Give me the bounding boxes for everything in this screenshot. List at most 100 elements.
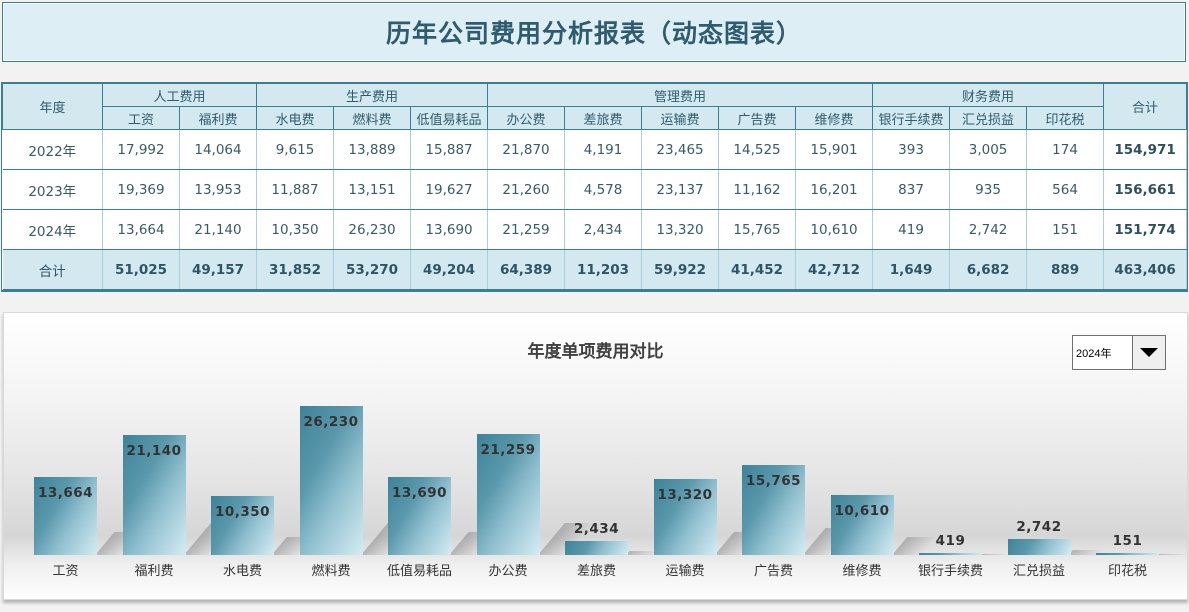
bar-value-label: 151 bbox=[1112, 533, 1143, 549]
category-label: 福利费 bbox=[134, 564, 174, 579]
column-header: 印花税 bbox=[1026, 106, 1105, 130]
value-cell: 1,649 bbox=[872, 249, 951, 290]
year-select-dropdown[interactable]: 2024年 bbox=[1072, 335, 1166, 370]
chevron-down-icon bbox=[1140, 348, 1158, 357]
value-cell: 26,230 bbox=[333, 209, 412, 250]
value-cell: 889 bbox=[1026, 249, 1105, 290]
value-cell: 837 bbox=[872, 169, 951, 210]
group-header-labor: 人工费用 bbox=[101, 83, 258, 107]
expense-table: 年度 人工费用 生产费用 管理费用 财务费用 合计 工资 福利费 水电费 燃料费… bbox=[1, 82, 1188, 292]
column-header: 低值易耗品 bbox=[410, 106, 489, 130]
value-cell: 13,690 bbox=[410, 209, 489, 250]
value-cell: 31,852 bbox=[256, 249, 335, 290]
value-cell: 13,664 bbox=[102, 209, 180, 250]
bar-shadow bbox=[1157, 554, 1188, 555]
value-cell: 393 bbox=[872, 129, 951, 170]
value-cell: 2,742 bbox=[949, 209, 1028, 250]
bar bbox=[299, 406, 363, 555]
value-cell: 64,389 bbox=[487, 249, 566, 290]
value-cell: 14,525 bbox=[718, 129, 797, 170]
category-label: 工资 bbox=[52, 564, 79, 579]
bar bbox=[919, 552, 982, 555]
year-select-value[interactable]: 2024年 bbox=[1076, 347, 1112, 360]
column-header: 工资 bbox=[102, 106, 180, 130]
value-cell: 49,204 bbox=[410, 249, 489, 290]
value-cell: 42,712 bbox=[795, 249, 874, 290]
column-header: 银行手续费 bbox=[872, 106, 951, 130]
value-cell: 151 bbox=[1026, 209, 1105, 250]
bar-value-label: 21,259 bbox=[480, 442, 536, 459]
category-label: 银行手续费 bbox=[917, 564, 983, 579]
bar bbox=[830, 494, 894, 555]
year-cell: 2024年 bbox=[2, 209, 103, 250]
bar bbox=[1096, 553, 1159, 555]
bar bbox=[653, 479, 717, 555]
value-cell: 21,140 bbox=[178, 209, 258, 250]
category-label: 办公费 bbox=[488, 564, 528, 579]
bar-value-label: 26,230 bbox=[303, 414, 359, 430]
value-cell: 49,157 bbox=[178, 249, 258, 290]
value-cell: 6,682 bbox=[949, 249, 1028, 290]
category-label: 广告费 bbox=[753, 564, 793, 579]
column-header: 燃料费 bbox=[333, 106, 412, 130]
bar-value-label: 2,434 bbox=[573, 521, 620, 538]
value-cell: 21,260 bbox=[487, 169, 566, 210]
category-label: 汇兑损益 bbox=[1012, 564, 1065, 579]
bar-value-label: 10,610 bbox=[834, 502, 890, 519]
bar bbox=[122, 434, 186, 555]
value-cell: 4,191 bbox=[564, 129, 643, 170]
value-cell: 15,887 bbox=[410, 129, 489, 170]
bar-value-label: 10,350 bbox=[214, 504, 271, 521]
value-cell: 9,615 bbox=[256, 129, 335, 170]
table-row: 2023年 19,369 13,953 11,887 13,151 19,627 21,26… bbox=[2, 169, 1188, 210]
category-label: 印花税 bbox=[1107, 564, 1147, 579]
bar bbox=[34, 477, 97, 555]
bar-value-label: 13,664 bbox=[37, 485, 94, 502]
group-header-production: 生产费用 bbox=[256, 83, 489, 107]
column-header: 办公费 bbox=[487, 106, 566, 130]
category-label: 低值易耗品 bbox=[386, 564, 452, 579]
report-title-banner: 历年公司费用分析报表（动态图表） bbox=[2, 2, 1186, 62]
value-cell: 11,203 bbox=[564, 249, 643, 290]
value-cell: 11,887 bbox=[256, 169, 335, 210]
bar-value-label: 15,765 bbox=[745, 473, 802, 490]
bar bbox=[476, 434, 540, 555]
column-header-row: 工资 福利费 水电费 燃料费 低值易耗品 办公费 差旅费 运输费 广告费 维修费… bbox=[3, 106, 1187, 130]
group-header-row: 年度 人工费用 生产费用 管理费用 财务费用 合计 bbox=[2, 83, 1188, 130]
category-label: 维修费 bbox=[842, 564, 882, 579]
value-cell: 13,151 bbox=[333, 169, 412, 210]
value-cell: 13,320 bbox=[641, 209, 720, 250]
bar-value-label: 13,690 bbox=[391, 485, 448, 502]
column-header: 福利费 bbox=[178, 106, 258, 130]
year-cell: 2023年 bbox=[2, 169, 103, 210]
row-total-cell: 463,406 bbox=[1103, 249, 1188, 290]
value-cell: 23,465 bbox=[641, 129, 720, 170]
bar bbox=[388, 477, 451, 555]
dropdown-button[interactable] bbox=[1132, 336, 1165, 369]
table-row: 2024年 13,664 21,140 10,350 26,230 13,690 21,25… bbox=[2, 209, 1188, 250]
value-cell: 23,137 bbox=[641, 169, 720, 210]
bar-shadow bbox=[980, 554, 1011, 555]
value-cell: 53,270 bbox=[333, 249, 412, 290]
group-header-finance: 财务费用 bbox=[872, 83, 1105, 107]
value-cell: 10,350 bbox=[256, 209, 335, 250]
value-cell: 10,610 bbox=[795, 209, 874, 250]
total-row-label: 合计 bbox=[2, 249, 103, 290]
expense-bar-chart: 年度单项费用对比 2024年 13,664 工资 21,140 福利费 10,350 水电… bbox=[3, 312, 1188, 600]
category-label: 差旅费 bbox=[576, 564, 616, 579]
value-cell: 3,005 bbox=[949, 129, 1028, 170]
table-row: 2022年 17,992 14,064 9,615 13,889 15,887 21,870… bbox=[2, 129, 1188, 170]
bar bbox=[211, 496, 274, 555]
category-label: 水电费 bbox=[222, 564, 262, 579]
report-title: 历年公司费用分析报表（动态图表） bbox=[385, 19, 802, 48]
total-row: 合计 51,025 49,157 31,852 53,270 49,204 64,389 11… bbox=[2, 249, 1188, 290]
value-cell: 59,922 bbox=[641, 249, 720, 290]
column-header: 水电费 bbox=[256, 106, 335, 130]
value-cell: 15,901 bbox=[795, 129, 874, 170]
year-column-header: 年度 bbox=[2, 83, 103, 130]
value-cell: 419 bbox=[872, 209, 951, 250]
row-total-cell: 151,774 bbox=[1103, 209, 1188, 250]
value-cell: 19,627 bbox=[410, 169, 489, 210]
column-header: 运输费 bbox=[641, 106, 720, 130]
value-cell: 14,064 bbox=[178, 129, 258, 170]
